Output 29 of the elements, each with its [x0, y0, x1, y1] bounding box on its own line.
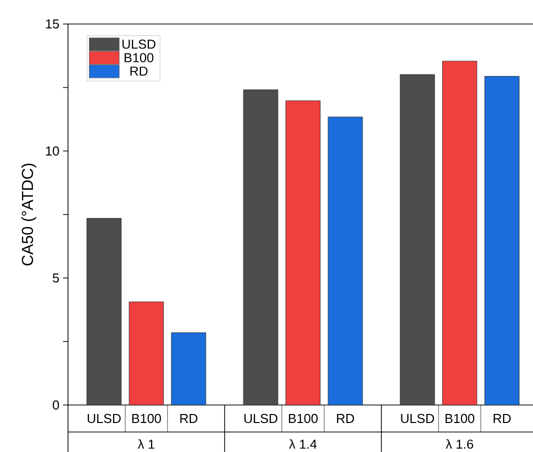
text: ULSD	[88, 414, 121, 424]
text: RD	[180, 414, 198, 423]
bar	[286, 100, 320, 406]
bar	[400, 74, 435, 406]
y-tick-label: 10	[46, 146, 59, 156]
y-axis-title: CA50 (°ATDC)	[21, 164, 36, 266]
bar	[171, 332, 206, 406]
text: B100	[446, 414, 474, 424]
legend-label: B100	[124, 53, 154, 62]
x-tick-label: λ 1	[138, 439, 154, 449]
legend-label: RD	[130, 66, 148, 76]
y-tick-label: 15	[46, 19, 59, 29]
bar	[243, 90, 278, 406]
x-tick-label: λ 1.6	[446, 439, 474, 449]
bar	[484, 76, 520, 406]
y-tick-label: 5	[52, 273, 59, 282]
bar	[86, 218, 122, 406]
text: B100	[288, 414, 318, 424]
bar	[128, 302, 164, 406]
text: B100	[132, 414, 161, 424]
bar	[328, 116, 363, 406]
text: RD	[337, 414, 354, 423]
text: RD	[494, 414, 511, 423]
text: ULSD	[401, 414, 434, 424]
x-tick-label: λ 1.4	[289, 439, 317, 449]
y-tick-label: 0	[52, 400, 59, 410]
text: ULSD	[244, 414, 278, 424]
bar	[442, 60, 478, 406]
legend-label: ULSD	[122, 40, 156, 49]
